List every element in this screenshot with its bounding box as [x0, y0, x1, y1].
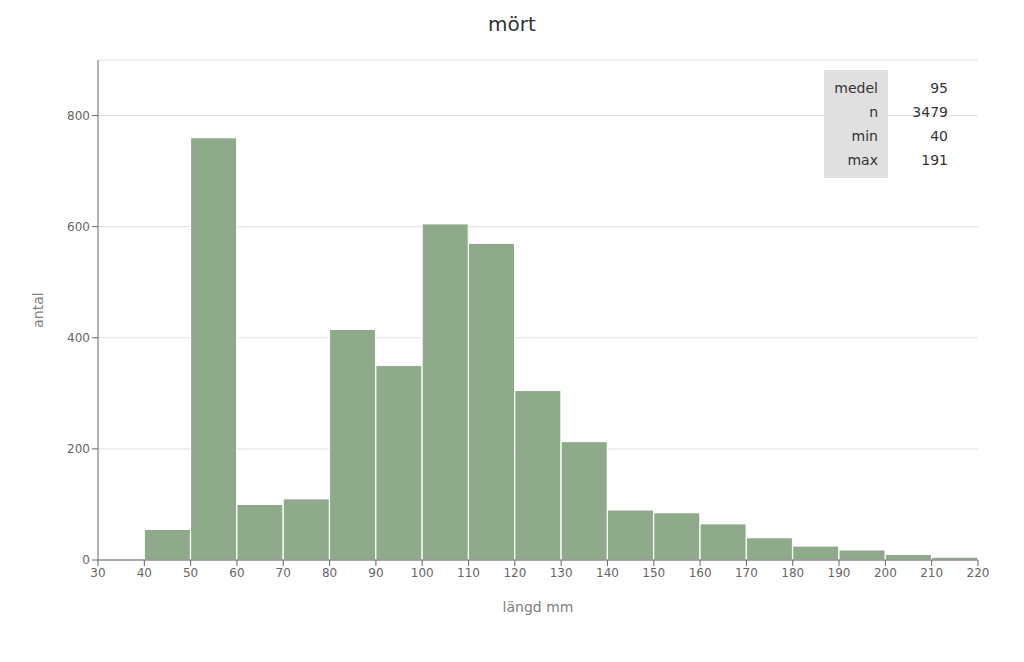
- svg-text:180: 180: [781, 566, 804, 580]
- svg-text:220: 220: [967, 566, 990, 580]
- svg-text:0: 0: [82, 553, 90, 567]
- svg-text:200: 200: [874, 566, 897, 580]
- svg-text:90: 90: [368, 566, 383, 580]
- html-text:min: min: [851, 128, 878, 144]
- html-text:191: 191: [921, 152, 948, 168]
- svg-text:120: 120: [503, 566, 526, 580]
- svg-text:längd mm: längd mm: [503, 599, 574, 615]
- svg-text:210: 210: [920, 566, 943, 580]
- html-text:40: 40: [930, 128, 948, 144]
- html-text:3479: 3479: [912, 104, 948, 120]
- svg-text:140: 140: [596, 566, 619, 580]
- svg-text:50: 50: [183, 566, 198, 580]
- svg-text:190: 190: [828, 566, 851, 580]
- svg-text:110: 110: [457, 566, 480, 580]
- svg-text:400: 400: [67, 331, 90, 345]
- html-text:95: 95: [930, 80, 948, 96]
- svg-text:800: 800: [67, 109, 90, 123]
- svg-text:60: 60: [229, 566, 244, 580]
- svg-text:40: 40: [137, 566, 152, 580]
- html-text:medel: medel: [834, 80, 878, 96]
- svg-text:80: 80: [322, 566, 337, 580]
- svg-text:600: 600: [67, 220, 90, 234]
- svg-text:70: 70: [276, 566, 291, 580]
- svg-text:antal: antal: [30, 292, 46, 327]
- html-text:max: max: [847, 152, 878, 168]
- html-text:mört: mört: [488, 12, 536, 36]
- svg-text:30: 30: [90, 566, 105, 580]
- svg-text:100: 100: [411, 566, 434, 580]
- svg-text:170: 170: [735, 566, 758, 580]
- svg-text:160: 160: [689, 566, 712, 580]
- html-text:n: n: [869, 104, 878, 120]
- svg-text:130: 130: [550, 566, 573, 580]
- svg-text:150: 150: [642, 566, 665, 580]
- svg-text:200: 200: [67, 442, 90, 456]
